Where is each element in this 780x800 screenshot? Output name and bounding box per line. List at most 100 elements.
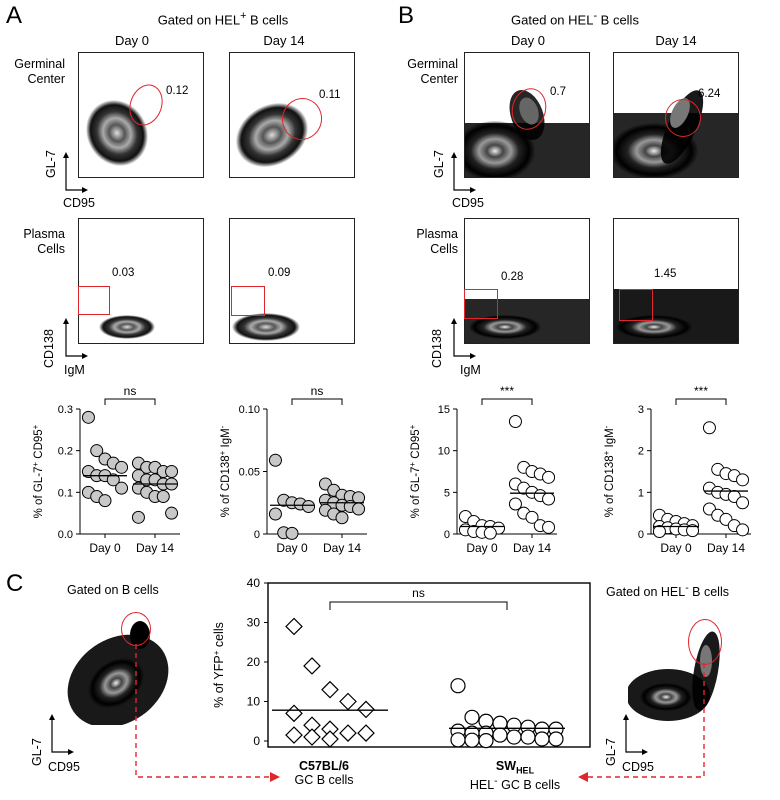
scatter-chart-a-right: 0 0.05 0.10 Day 0 Day 14 ns % of CD138+ IgM- xyxy=(218,384,367,555)
significance-label: *** xyxy=(694,384,708,398)
data-point xyxy=(352,502,366,516)
row-label-gc-b: Germinal Center xyxy=(398,57,458,87)
scatter-chart-c-middle: 0 10 20 30 40 % of YFP+ cells ns xyxy=(212,576,591,749)
scatter-chart-a-left: 0.0 0.1 0.2 0.3 Day 0 Day 14 ns % of GL-7+ CD95… xyxy=(31,384,180,555)
col-label-b-day0: Day 0 xyxy=(511,33,545,48)
data-point xyxy=(156,490,170,503)
header-sup: + xyxy=(240,10,247,22)
data-point xyxy=(508,415,522,428)
row-label-line1: Plasma xyxy=(23,227,65,241)
data-point xyxy=(285,704,303,723)
flow-density xyxy=(465,299,589,343)
group-name: C57BL/6 xyxy=(298,759,350,773)
flow-density xyxy=(85,99,149,167)
data-point xyxy=(321,680,339,699)
y-axis-label: % of YFP+ cells xyxy=(212,622,227,708)
y-axis-label: % of GL-7+ CD95+ xyxy=(31,424,46,518)
axis-label: GL-7 xyxy=(44,150,58,178)
gate-pc-b-day14 xyxy=(619,289,653,321)
y-tick-label: 0.05 xyxy=(239,467,260,479)
data-point xyxy=(106,473,120,487)
y-tick-label: 0 xyxy=(253,734,260,748)
data-point xyxy=(285,526,299,540)
data-point xyxy=(492,727,508,743)
data-point xyxy=(548,731,564,747)
data-point xyxy=(98,494,112,508)
data-point xyxy=(303,657,321,675)
axis-x-c-left: CD95 xyxy=(48,760,80,774)
data-point xyxy=(339,692,357,711)
flow-plot-b-pc-day0 xyxy=(464,218,590,344)
row-label-line2: Center xyxy=(420,72,458,86)
data-point xyxy=(131,510,145,524)
col-label-a-day14: Day 14 xyxy=(263,33,305,48)
gate-c-left xyxy=(121,612,151,646)
significance-bracket xyxy=(675,398,727,405)
x-tick-label: Day 0 xyxy=(466,541,498,555)
gate-value-b-gc-day0: 0.7 xyxy=(550,86,566,98)
data-point xyxy=(736,496,750,510)
y-tick-label: 5 xyxy=(444,487,450,499)
y-tick-label: 0.10 xyxy=(239,404,260,416)
gate-c-right xyxy=(688,619,722,665)
axis-x-b-gc: CD95 xyxy=(452,196,484,210)
axis-x-a-pc: IgM xyxy=(64,363,85,377)
panel-b-header: Gated on HEL- B cells xyxy=(450,10,700,27)
data-point xyxy=(357,724,375,742)
data-point xyxy=(736,473,750,487)
gate-value-a-pc-day0: 0.03 xyxy=(112,267,135,279)
data-point xyxy=(339,724,357,742)
gate-gc-b-day14 xyxy=(665,99,701,137)
gate-value-b-pc-day14: 1.45 xyxy=(654,268,677,280)
group-sub: GC B cells xyxy=(294,773,354,787)
header-text: Gated on HEL xyxy=(606,585,686,600)
panel-a-header: Gated on HEL+ B cells xyxy=(88,10,358,27)
row-label-gc-a: Germinal Center xyxy=(5,57,65,87)
axis-arrows-a-gc xyxy=(63,152,88,193)
gate-value-a-gc-day14: 0.11 xyxy=(319,89,341,101)
data-point xyxy=(483,526,497,540)
flow-plot-a-gc-day14 xyxy=(229,52,355,178)
group-name-sub: HEL xyxy=(516,765,535,776)
data-point xyxy=(508,497,522,511)
y-tick-label: 40 xyxy=(247,576,261,590)
data-point xyxy=(686,524,700,538)
axis-label: GL-7 xyxy=(432,150,446,178)
x-tick-label: Day 14 xyxy=(707,541,745,555)
data-point xyxy=(520,729,536,745)
axis-arrows-b-gc xyxy=(451,152,476,193)
data-point xyxy=(285,617,303,636)
header-text-post: B cells xyxy=(688,585,729,600)
y-tick-label: 0 xyxy=(638,529,644,541)
data-point xyxy=(542,492,556,506)
flow-density xyxy=(232,313,300,341)
flow-plot-b-pc-day14 xyxy=(613,218,739,344)
x-tick-label: Day 14 xyxy=(136,541,174,555)
axis-arrows-b-pc xyxy=(451,318,476,359)
col-label-b-day14: Day 14 xyxy=(655,33,697,48)
data-point xyxy=(464,709,480,725)
row-label-line2: Cells xyxy=(37,242,65,256)
y-tick-label: 2 xyxy=(638,446,644,458)
group-sub: HEL xyxy=(469,777,495,792)
group-sub-sup: - xyxy=(494,775,498,787)
data-point xyxy=(542,520,556,534)
y-tick-label: 1 xyxy=(638,487,644,499)
x-tick-label: Day 14 xyxy=(323,541,361,555)
y-axis-label: % of CD138+ IgM- xyxy=(218,425,233,517)
panel-c-right-header: Gated on HEL- B cells xyxy=(606,583,729,599)
header-text-post: B cells xyxy=(597,12,639,28)
panel-letter-a: A xyxy=(6,2,23,29)
data-point xyxy=(115,460,129,474)
header-text: Gated on HEL xyxy=(511,12,594,28)
row-label-pc-b: Plasma Cells xyxy=(398,227,458,257)
flow-density xyxy=(628,631,720,721)
group-name: SW xyxy=(495,759,517,773)
data-point xyxy=(302,500,316,513)
data-point xyxy=(736,523,750,537)
flow-plot-c-right xyxy=(628,601,752,725)
data-point xyxy=(534,731,550,747)
y-axis-label: % of CD138+ IgM- xyxy=(602,425,617,517)
significance-label: *** xyxy=(500,384,514,398)
y-tick-label: 0 xyxy=(444,529,450,541)
